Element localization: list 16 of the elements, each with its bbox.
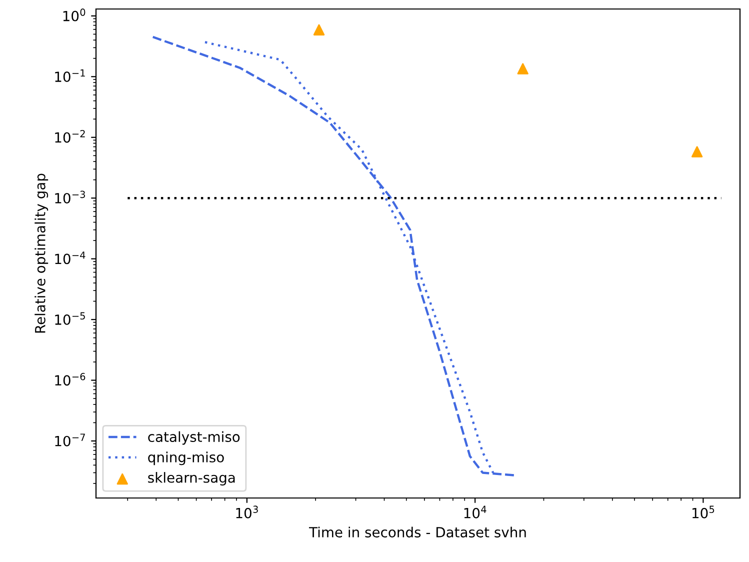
legend-label: catalyst-miso bbox=[148, 431, 240, 445]
y-tick-label: 10$^{−1}$ bbox=[55, 69, 85, 82]
y-tick-label: 10$^{−2}$ bbox=[55, 130, 85, 143]
y-tick-label: 10$^{−4}$ bbox=[55, 252, 86, 264]
x-tick-label: 10$^{5}$ bbox=[692, 506, 714, 518]
y-tick-label: 10$^{−7}$ bbox=[55, 434, 85, 446]
y-axis-title: Relative optimality gap bbox=[34, 174, 48, 333]
x-axis-title: Time in seconds - Dataset svhn bbox=[308, 526, 526, 538]
y-tick-label: 10$^{−3}$ bbox=[55, 190, 85, 204]
legend-label: sklearn-saga bbox=[148, 472, 235, 486]
y-tick-label: 10$^{−5}$ bbox=[55, 312, 85, 325]
x-tick-label: 10$^{3}$ bbox=[236, 506, 258, 518]
x-tick-label: 10$^{4}$ bbox=[464, 506, 486, 518]
y-tick-label: 10$^{0}$ bbox=[63, 8, 86, 22]
legend-label: qning-miso bbox=[148, 452, 224, 466]
y-tick-label: 10$^{−6}$ bbox=[55, 372, 86, 386]
